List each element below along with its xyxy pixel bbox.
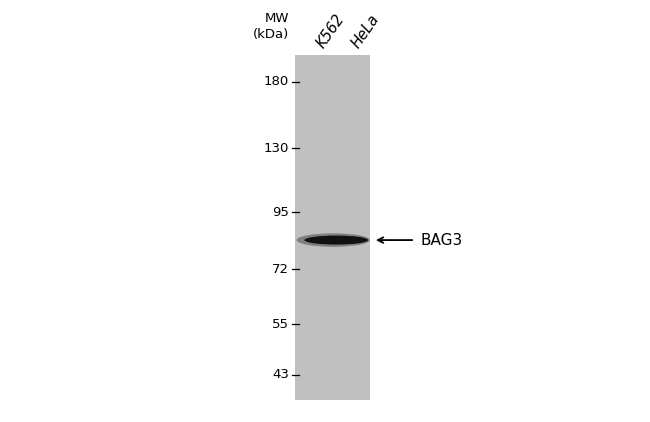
Text: HeLa: HeLa: [349, 12, 383, 51]
Text: 72: 72: [272, 262, 289, 276]
Text: 55: 55: [272, 318, 289, 331]
Bar: [295, 55, 370, 400]
Ellipse shape: [296, 233, 370, 247]
Text: 130: 130: [264, 142, 289, 155]
Text: 43: 43: [272, 368, 289, 381]
Text: 180: 180: [264, 75, 289, 88]
Text: 95: 95: [272, 206, 289, 219]
Ellipse shape: [304, 235, 368, 245]
Text: MW
(kDa): MW (kDa): [253, 12, 289, 41]
Text: K562: K562: [314, 12, 348, 51]
Text: BAG3: BAG3: [420, 233, 462, 248]
